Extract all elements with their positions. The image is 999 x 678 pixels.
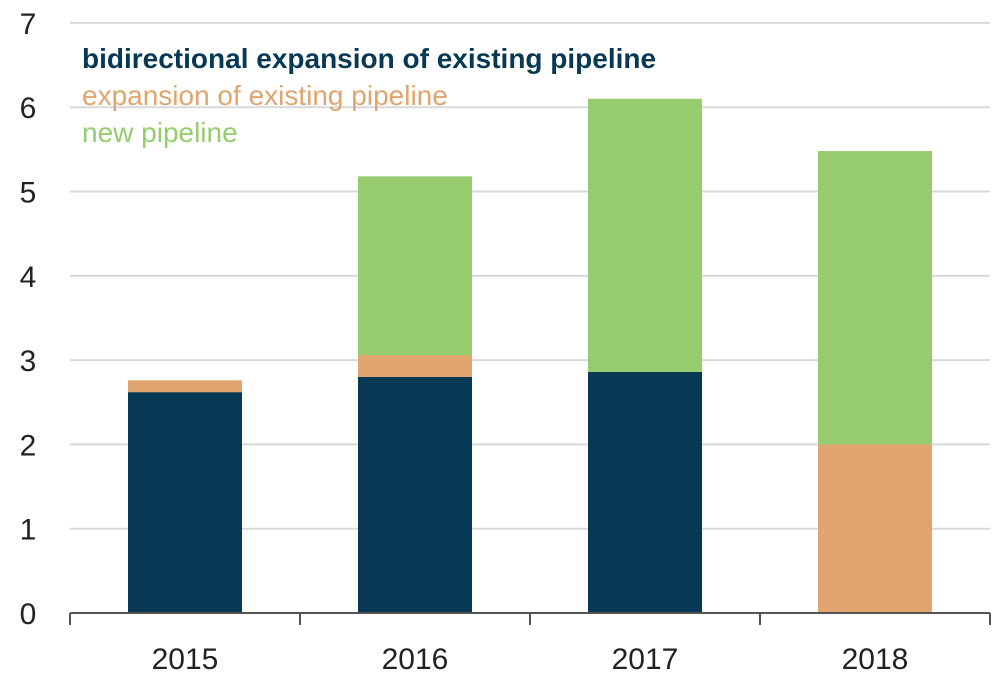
bars bbox=[128, 98, 932, 613]
legend: bidirectional expansion of existing pipe… bbox=[82, 43, 656, 148]
legend-entry-2: new pipeline bbox=[82, 117, 238, 148]
bar-2016-series-0 bbox=[358, 376, 472, 613]
y-tick-label-7: 7 bbox=[20, 8, 37, 41]
bar-2016-series-2 bbox=[358, 176, 472, 356]
bar-2015-series-0 bbox=[128, 392, 242, 613]
y-tick-label-3: 3 bbox=[20, 345, 37, 378]
x-tick-label-2015: 2015 bbox=[152, 643, 219, 676]
y-tick-label-4: 4 bbox=[20, 261, 37, 294]
legend-entry-0: bidirectional expansion of existing pipe… bbox=[82, 43, 656, 74]
axes bbox=[69, 612, 991, 625]
x-tick-label-2018: 2018 bbox=[842, 643, 909, 676]
y-tick-labels: 0 1 2 3 4 5 6 7 bbox=[20, 8, 37, 631]
y-tick-label-5: 5 bbox=[20, 177, 37, 210]
bar-2016-series-1 bbox=[358, 355, 472, 377]
y-tick-label-0: 0 bbox=[20, 598, 37, 631]
y-tick-label-1: 1 bbox=[20, 514, 37, 547]
y-tick-label-6: 6 bbox=[20, 92, 37, 125]
legend-entry-1: expansion of existing pipeline bbox=[82, 80, 448, 111]
y-tick-label-2: 2 bbox=[20, 429, 37, 462]
x-tick-label-2017: 2017 bbox=[612, 643, 679, 676]
bar-2015-series-1 bbox=[128, 380, 242, 393]
bar-2018-series-1 bbox=[818, 444, 932, 613]
bar-2017-series-0 bbox=[588, 371, 702, 613]
bar-2018-series-2 bbox=[818, 151, 932, 445]
x-tick-labels: 2015 2016 2017 2018 bbox=[152, 643, 909, 676]
x-tick-label-2016: 2016 bbox=[382, 643, 449, 676]
bar-2017-series-2 bbox=[588, 98, 702, 372]
